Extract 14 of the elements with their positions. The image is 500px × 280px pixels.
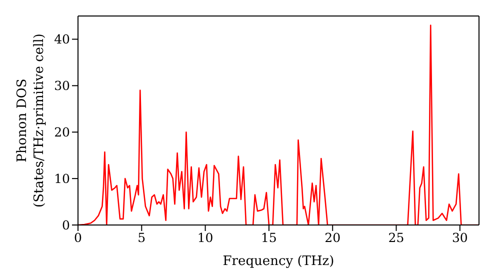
x-tick-label: 30 xyxy=(452,230,468,245)
x-tick-label: 25 xyxy=(388,230,404,245)
y-tick-label: 20 xyxy=(54,124,70,140)
y-axis-title: Phonon DOS (States/THz·primitive cell) xyxy=(15,33,47,208)
y-tick-label: 40 xyxy=(54,32,70,47)
x-tick-label: 15 xyxy=(261,230,277,245)
y-tick-label: 10 xyxy=(54,170,70,186)
x-tick-label: 5 xyxy=(138,230,146,245)
y-tick-label: 0 xyxy=(62,217,70,232)
x-tick-label: 0 xyxy=(74,230,82,245)
y-tick-label: 30 xyxy=(54,78,70,94)
x-tick-label: 10 xyxy=(197,230,214,245)
x-tick-label: 20 xyxy=(324,230,341,245)
x-axis-title: Frequency (THz) xyxy=(222,254,334,269)
